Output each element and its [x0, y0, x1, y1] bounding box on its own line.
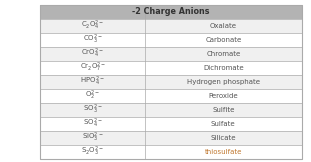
Text: $\mathregular{SO_3^{2-}}$: $\mathregular{SO_3^{2-}}$ [83, 103, 103, 116]
Bar [40, 75, 302, 89]
Text: $\mathregular{CrO_4^{2-}}$: $\mathregular{CrO_4^{2-}}$ [81, 47, 104, 60]
Text: Peroxide: Peroxide [208, 93, 238, 99]
Bar [40, 131, 302, 145]
Text: thiosulfate: thiosulfate [205, 149, 242, 155]
Text: Sulfate: Sulfate [211, 121, 236, 127]
Bar [40, 117, 302, 131]
Text: Dichromate: Dichromate [203, 65, 244, 71]
Text: Oxalate: Oxalate [210, 23, 237, 29]
Text: $\mathregular{S_2O_3^{2-}}$: $\mathregular{S_2O_3^{2-}}$ [81, 145, 104, 158]
Text: Hydrogen phosphate: Hydrogen phosphate [187, 79, 260, 85]
Text: $\mathregular{CO_3^{2-}}$: $\mathregular{CO_3^{2-}}$ [83, 33, 103, 46]
Bar [40, 5, 302, 159]
Text: Carbonate: Carbonate [205, 37, 241, 43]
Text: Chromate: Chromate [206, 51, 240, 57]
Text: $\mathregular{SO_4^{2-}}$: $\mathregular{SO_4^{2-}}$ [83, 117, 103, 130]
Bar [40, 89, 302, 103]
Text: $\mathregular{C_2O_4^{2-}}$: $\mathregular{C_2O_4^{2-}}$ [81, 19, 104, 33]
Text: $\mathregular{O_2^{2-}}$: $\mathregular{O_2^{2-}}$ [85, 89, 100, 102]
Bar [40, 19, 302, 33]
Bar [40, 103, 302, 117]
Bar [40, 47, 302, 61]
Text: Silicate: Silicate [211, 135, 236, 141]
Bar [40, 33, 302, 47]
Bar [40, 61, 302, 75]
Text: Sulfite: Sulfite [212, 107, 234, 113]
Text: $\mathregular{HPO_4^{2-}}$: $\mathregular{HPO_4^{2-}}$ [80, 75, 105, 88]
Text: $\mathregular{SiO_3^{2-}}$: $\mathregular{SiO_3^{2-}}$ [82, 131, 104, 145]
Bar [40, 145, 302, 159]
Bar [40, 5, 302, 19]
Text: $\mathregular{Cr_2O_7^{2-}}$: $\mathregular{Cr_2O_7^{2-}}$ [80, 61, 106, 75]
Text: -2 Charge Anions: -2 Charge Anions [132, 7, 210, 16]
